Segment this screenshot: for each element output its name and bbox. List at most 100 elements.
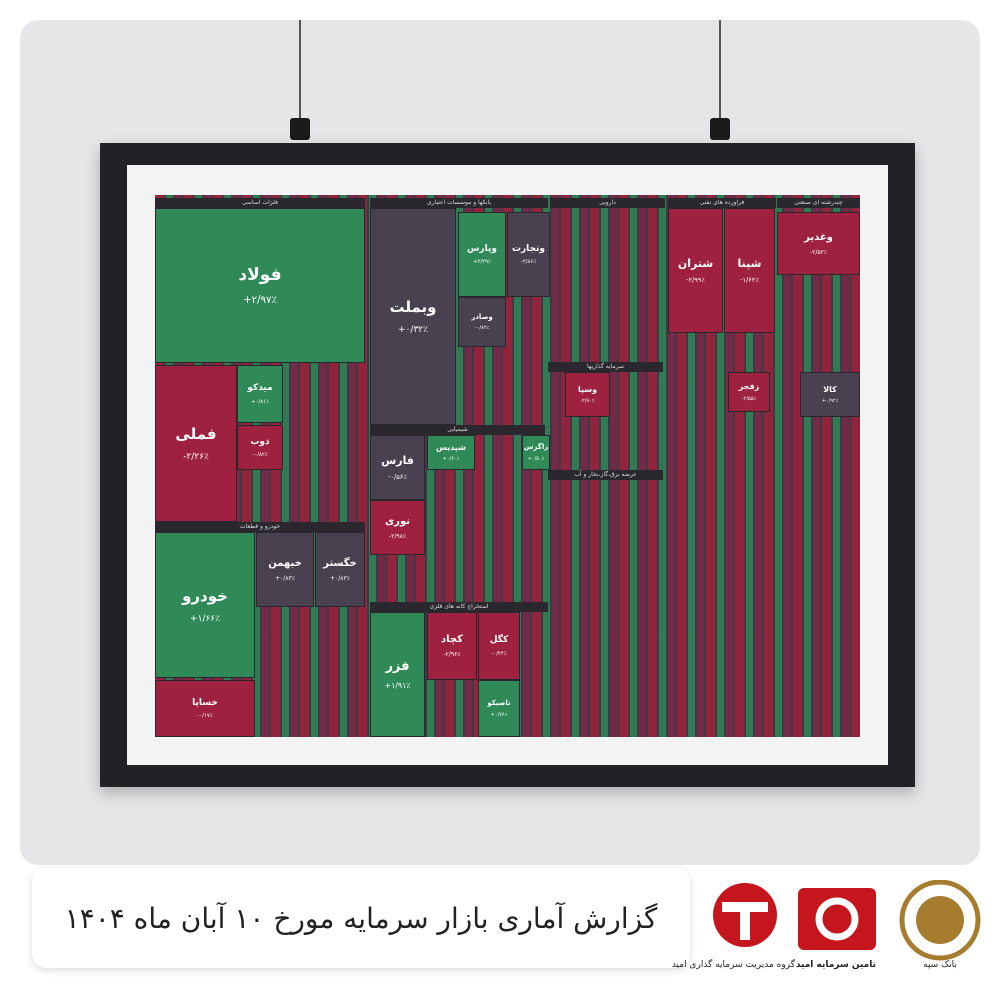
tile: کگل -۰/۴۴٪ [478,612,520,680]
tile-change: -۰/۸۲٪ [252,452,268,459]
sector-header: سرمایه گذاریها [548,362,663,372]
hanging-string [719,20,721,120]
tile: کالا +۰/۹۲٪ [800,372,860,417]
tile-name: زاگرس [523,443,549,452]
tile-change: +۰/۸۳٪ [330,574,350,582]
sector-header: خودرو و قطعات [155,522,365,532]
tile-name: کگل [489,635,509,646]
tile: وغدیر -۲/۵۲٪ [777,212,860,275]
tile-name: وتجارت [511,243,546,254]
tile-name: نوری [385,515,410,527]
tile: وتجارت -۲/۸۶٪ [507,212,550,297]
tile: خبهمن +۰/۸۳٪ [256,532,314,607]
tile-name: کچاد [441,634,463,645]
logos [713,880,981,961]
tile: وصادر -۰/۸۲٪ [458,297,506,347]
tile-change: -۲/۹۶٪ [443,651,461,658]
tile-change: -۱/۶۲٪ [740,276,759,285]
tile-name: خساپا [192,697,218,708]
tile-name: خبهمن [268,557,302,569]
omid-group-logo [713,883,777,947]
tile-name: فملی [175,425,217,443]
tile-name: خگستر [323,557,357,569]
tile: تاصیکو +۰/۷۶٪ [478,680,520,737]
tamin-logo [798,888,876,950]
sector-header: بانکها و موسسات اعتباری [370,198,548,208]
tile-change: -۲/۸۶٪ [520,259,537,266]
tile: کچاد -۲/۹۶٪ [427,612,477,680]
tile-name: فارس [381,453,414,467]
tile: وپارس +۲/۲۹٪ [458,212,506,297]
tile: خودرو +۱/۶۶٪ [155,532,255,678]
tile-name: کالا [823,384,837,394]
tile-change: +۰/۶۰٪ [442,456,460,463]
tile-change: -۲/۵۵٪ [741,395,757,402]
tile-change: -۰/۱۷٪ [197,713,213,720]
tile: فملی -۲/۲۶٪ [155,365,237,522]
tile-name: فزر [385,658,410,674]
tile: خگستر +۰/۸۳٪ [315,532,365,607]
sector-header: فلزات اساسی [155,198,365,208]
tile: فولاد +۲/۹۷٪ [155,208,365,363]
tile-change: +۰/۸۳٪ [275,574,295,582]
tile-name: شتران [677,256,714,270]
tile-change: +۲/۲۹٪ [473,259,491,266]
sepah-logo [899,880,981,961]
tile-change: -۰/۸۲٪ [474,325,490,332]
clip [710,118,730,140]
tile-change: +۰/۷۶٪ [490,711,508,718]
sector-header: فراورده های نفتی [668,198,776,208]
sector-header: شیمیایی [370,425,545,435]
hanging-string [299,20,301,120]
tile-name: وغدیر [804,231,833,243]
tile-change: -۲/۸۰٪ [580,398,595,405]
tile: میدکو +۰/۸۱٪ [237,365,283,423]
tile-change: -۲/۹۸٪ [388,532,407,540]
tile-change: +۰/۵۰٪ [527,455,545,462]
tile-name: میدکو [247,383,273,394]
tile-name: وسپا [577,384,598,394]
sector-header: عرضه برق،گاز،بخار و آب [548,470,663,480]
tile-name: زفجر [738,382,760,392]
sector-header: استخراج کانه های فلزی [370,602,548,612]
tile: شپدیس +۰/۶۰٪ [427,435,475,470]
tile: وبملت +۰/۳۲٪ [370,208,456,425]
clip [290,118,310,140]
caption: گزارش آماری بازار سرمایه مورخ ۱۰ آبان ما… [32,868,690,968]
tile-name: خودرو [182,586,228,605]
tile: زفجر -۲/۵۵٪ [728,372,770,412]
tile-name: وبملت [389,298,437,316]
tile-name: تاصیکو [487,699,511,708]
tile-change: -۰/۴۴٪ [491,650,507,657]
tile: فارس -۰/۵۶٪ [370,435,425,500]
tile: نوری -۲/۹۸٪ [370,500,425,555]
tile-name: فولاد [238,264,282,285]
tile-change: +۱/۶۶٪ [190,613,220,624]
tile-name: شپدیس [435,442,467,452]
tile: وسپا -۲/۸۰٪ [565,372,610,417]
tile-name: وصادر [471,312,493,321]
tile-name: شپنا [737,256,762,270]
logo-text: تامین سرمایه امید [795,960,876,970]
tile-change: -۲/۹۹٪ [686,276,705,285]
tile-change: -۲/۵۲٪ [809,248,828,256]
logo-text: بانک سپه [923,960,957,970]
tile: شپنا -۱/۶۲٪ [724,208,775,333]
tile-change: -۲/۲۶٪ [183,452,209,462]
tile-change: +۰/۸۱٪ [251,398,269,405]
sector-header: دارویی [550,198,665,208]
tile-change: +۲/۹۷٪ [243,295,277,307]
sector-header: چندرشته ای صنعتی [777,198,860,208]
tile-change: -۰/۵۶٪ [388,473,407,482]
logo-text: گروه مدیریت سرمایه گذاری امید [671,960,795,970]
tile-name: ذوب [250,436,270,447]
tile-change: +۱/۹۱٪ [384,681,411,691]
tile-change: +۰/۹۲٪ [821,398,839,405]
tile: زاگرس +۰/۵۰٪ [522,435,550,470]
tile-name: وپارس [467,243,497,254]
tile: ذوب -۰/۸۲٪ [237,425,283,470]
tile: شتران -۲/۹۹٪ [668,208,723,333]
tile-change: +۰/۳۲٪ [398,325,428,335]
tile: خساپا -۰/۱۷٪ [155,680,255,737]
